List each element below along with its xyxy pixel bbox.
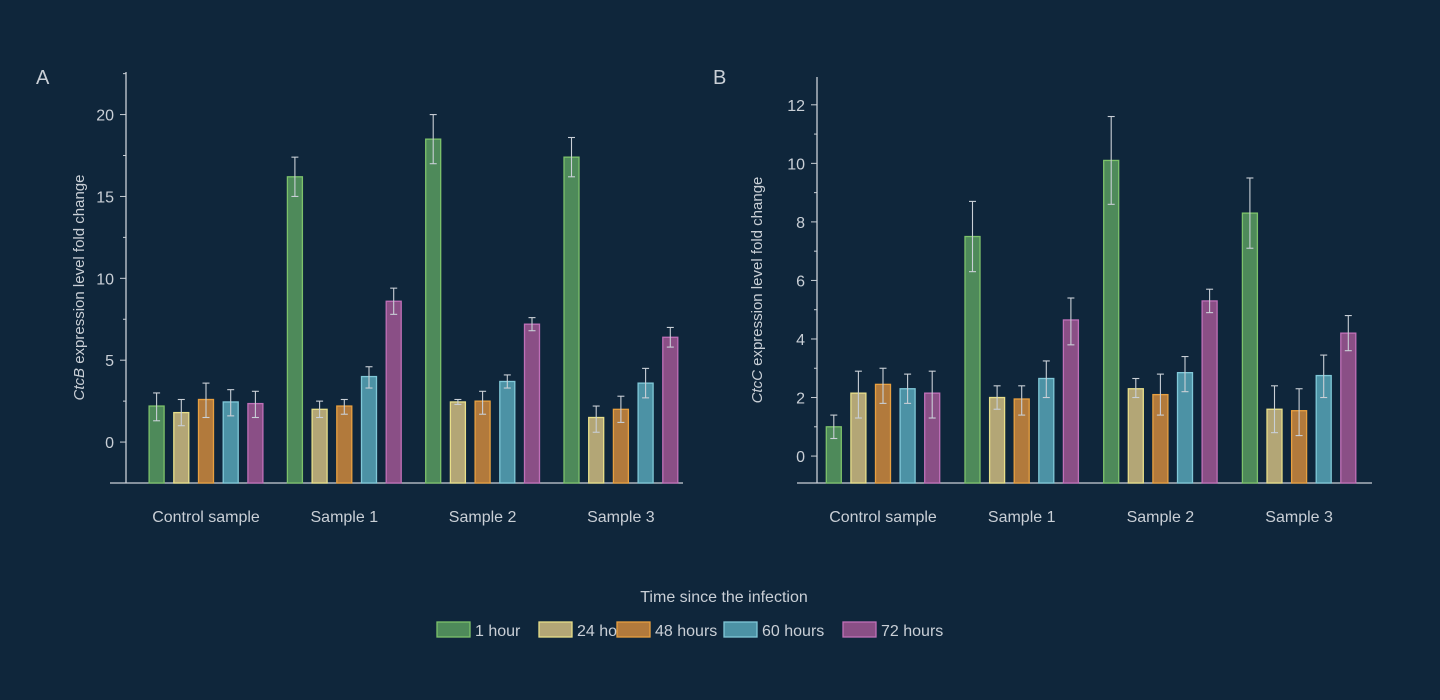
panel-label-b: B xyxy=(713,67,726,89)
bar xyxy=(662,336,679,484)
y-tick-label: 8 xyxy=(796,215,805,232)
bar xyxy=(988,396,1006,484)
bar xyxy=(449,401,467,484)
x-tick-label: Sample 3 xyxy=(1265,509,1333,526)
y-tick-label: 10 xyxy=(96,271,114,288)
y-tick-label: 10 xyxy=(787,156,805,173)
y-tick-label: 20 xyxy=(96,108,114,125)
y-axis-label-gene: CtcC xyxy=(749,370,766,404)
chart-b: 0 2 4 6 8 10 12 CtcC expression level fold chan… xyxy=(749,77,1372,526)
legend-swatch xyxy=(842,621,877,638)
y-axis-label-text: expression level fold change xyxy=(749,177,766,370)
legend-label: 60 hours xyxy=(762,623,824,640)
y-axis-label-text: expression level fold change xyxy=(71,175,88,368)
y-tick-label: 0 xyxy=(105,435,114,452)
x-tick-label: Sample 2 xyxy=(449,509,517,526)
bar xyxy=(964,235,981,484)
legend: 1 hour 24 hours 48 hours 60 hours 72 hours xyxy=(436,621,943,640)
y-tick-label: 12 xyxy=(787,98,805,115)
bar xyxy=(499,380,516,484)
legend-title: Time since the infection xyxy=(640,589,807,606)
panel-label-a: A xyxy=(36,67,50,89)
legend-label: 48 hours xyxy=(655,623,717,640)
legend-swatch xyxy=(723,621,758,638)
x-tick-label: Control sample xyxy=(152,509,260,526)
bar xyxy=(1103,159,1120,484)
bar xyxy=(523,323,541,484)
y-axis-label-gene: CtcB xyxy=(71,368,88,401)
legend-swatch xyxy=(538,621,573,638)
bar xyxy=(1241,212,1259,484)
bar xyxy=(1127,388,1144,484)
y-tick-label: 15 xyxy=(96,189,114,206)
bar xyxy=(336,405,353,484)
y-tick-label: 2 xyxy=(796,391,805,408)
bar xyxy=(425,138,442,484)
x-tick-label: Sample 2 xyxy=(1127,509,1195,526)
chart-a: 0 5 10 15 20 CtcB expression level fold chang… xyxy=(71,72,683,526)
legend-swatch xyxy=(616,621,651,638)
bar xyxy=(311,408,328,484)
bar xyxy=(563,156,580,484)
y-tick-label: 6 xyxy=(796,273,805,290)
bar xyxy=(1340,332,1357,484)
bar xyxy=(360,375,378,484)
legend-label: 72 hours xyxy=(881,623,943,640)
y-tick-label: 0 xyxy=(796,449,805,466)
x-tick-label: Sample 1 xyxy=(311,509,379,526)
x-tick-label: Sample 1 xyxy=(988,509,1056,526)
y-axis-label: CtcB expression level fold change xyxy=(71,175,88,401)
bar xyxy=(385,300,402,484)
y-tick-label: 5 xyxy=(105,353,114,370)
x-tick-label: Sample 3 xyxy=(587,509,655,526)
bar xyxy=(286,176,304,484)
bar xyxy=(1201,300,1218,484)
y-tick-label: 4 xyxy=(796,332,805,349)
x-tick-label: Control sample xyxy=(829,509,937,526)
y-axis-label: CtcC expression level fold change xyxy=(749,177,766,404)
legend-label: 1 hour xyxy=(475,623,521,640)
legend-swatch xyxy=(436,621,471,638)
